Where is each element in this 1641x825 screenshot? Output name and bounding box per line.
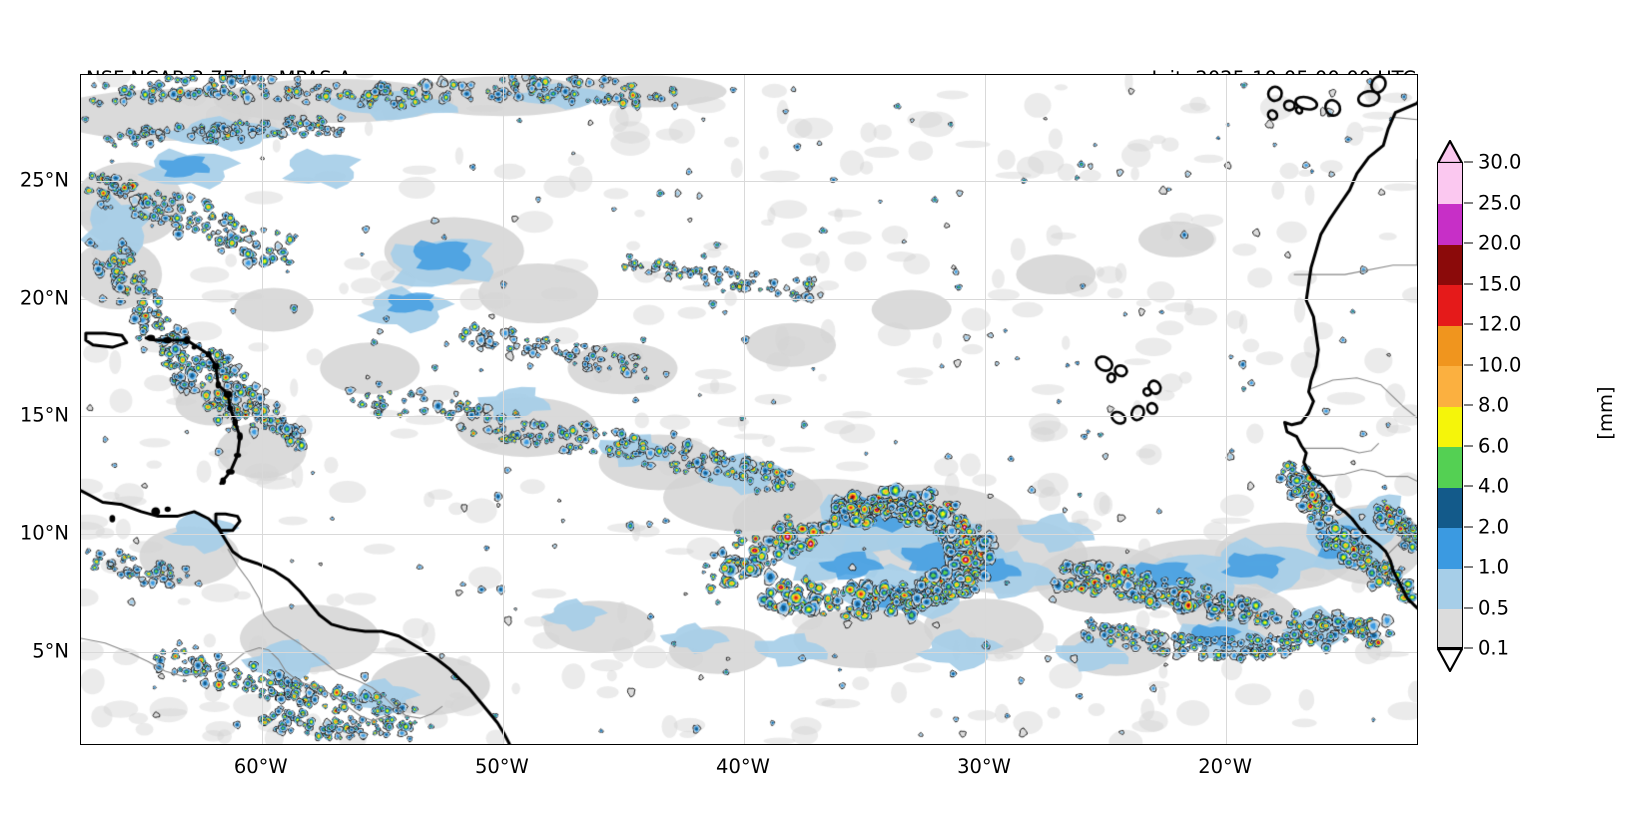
colorbar-tick-mark [1464,283,1473,284]
colorbar-tick-label: 0.1 [1478,636,1510,660]
colorbar-tick-label: 6.0 [1478,434,1510,457]
colorbar-tick-label: 1.0 [1478,555,1510,579]
lat-tick-label: 5°N [32,639,69,663]
colorbar: 30.0 25.0 20.0 15.0 12.0 10.0 8.0 6.0 4.0 2.0 1.0 0… [1437,140,1521,672]
colorbar-tick-label: 12.0 [1478,312,1522,336]
precipitation-map [80,74,1418,745]
colorbar-tick-mark [1464,526,1473,527]
colorbar-band [1438,365,1462,407]
colorbar-tick-mark [1464,323,1473,325]
colorbar-tick-label: 10.0 [1478,353,1522,376]
colorbar-tick-mark [1464,607,1473,608]
precipitation-field-canvas [81,75,1417,744]
colorbar-tick-mark [1464,445,1473,446]
colorbar-units-label: [mm] [1594,386,1617,440]
colorbar-tick-label: 25.0 [1478,191,1522,214]
lat-tick-label: 10°N [19,521,69,545]
colorbar-tick-mark [1464,566,1473,568]
colorbar-band [1438,527,1462,569]
colorbar-min-arrow [1437,648,1463,672]
colorbar-tick-mark [1464,242,1473,244]
colorbar-band [1438,487,1462,529]
colorbar-band [1438,446,1462,488]
colorbar-tick-label: 2.0 [1478,515,1510,538]
lat-tick-label: 15°N [19,403,69,427]
colorbar-tick-label: 8.0 [1478,393,1510,417]
colorbar-max-arrow [1437,140,1463,164]
colorbar-band [1438,203,1462,245]
colorbar-tick-mark [1464,647,1473,649]
colorbar-tick-label: 0.5 [1478,596,1510,619]
lon-tick-label: 20°W [1198,755,1253,778]
colorbar-band [1438,284,1462,326]
colorbar-tick-mark [1464,485,1473,487]
colorbar-bands [1437,162,1463,648]
colorbar-band [1438,244,1462,286]
lat-tick-label: 20°N [19,286,69,310]
lon-tick-label: 50°W [474,755,529,778]
lon-tick-label: 30°W [957,755,1011,778]
colorbar-band [1438,406,1462,448]
lat-tick-label: 25°N [19,168,69,192]
colorbar-band [1438,163,1462,205]
lon-tick-label: 60°W [233,755,288,778]
colorbar-band [1438,325,1462,367]
colorbar-band [1438,568,1462,610]
lon-tick-label: 40°W [716,755,770,778]
colorbar-band [1438,608,1462,647]
colorbar-tick-label: 4.0 [1478,474,1510,498]
colorbar-tick-mark [1464,364,1473,365]
colorbar-tick-label: 20.0 [1478,231,1522,255]
colorbar-tick-mark [1464,404,1473,406]
colorbar-tick-label: 15.0 [1478,272,1522,295]
colorbar-tick-mark [1464,161,1473,163]
colorbar-tick-mark [1464,202,1473,203]
colorbar-tick-label: 30.0 [1478,150,1522,174]
